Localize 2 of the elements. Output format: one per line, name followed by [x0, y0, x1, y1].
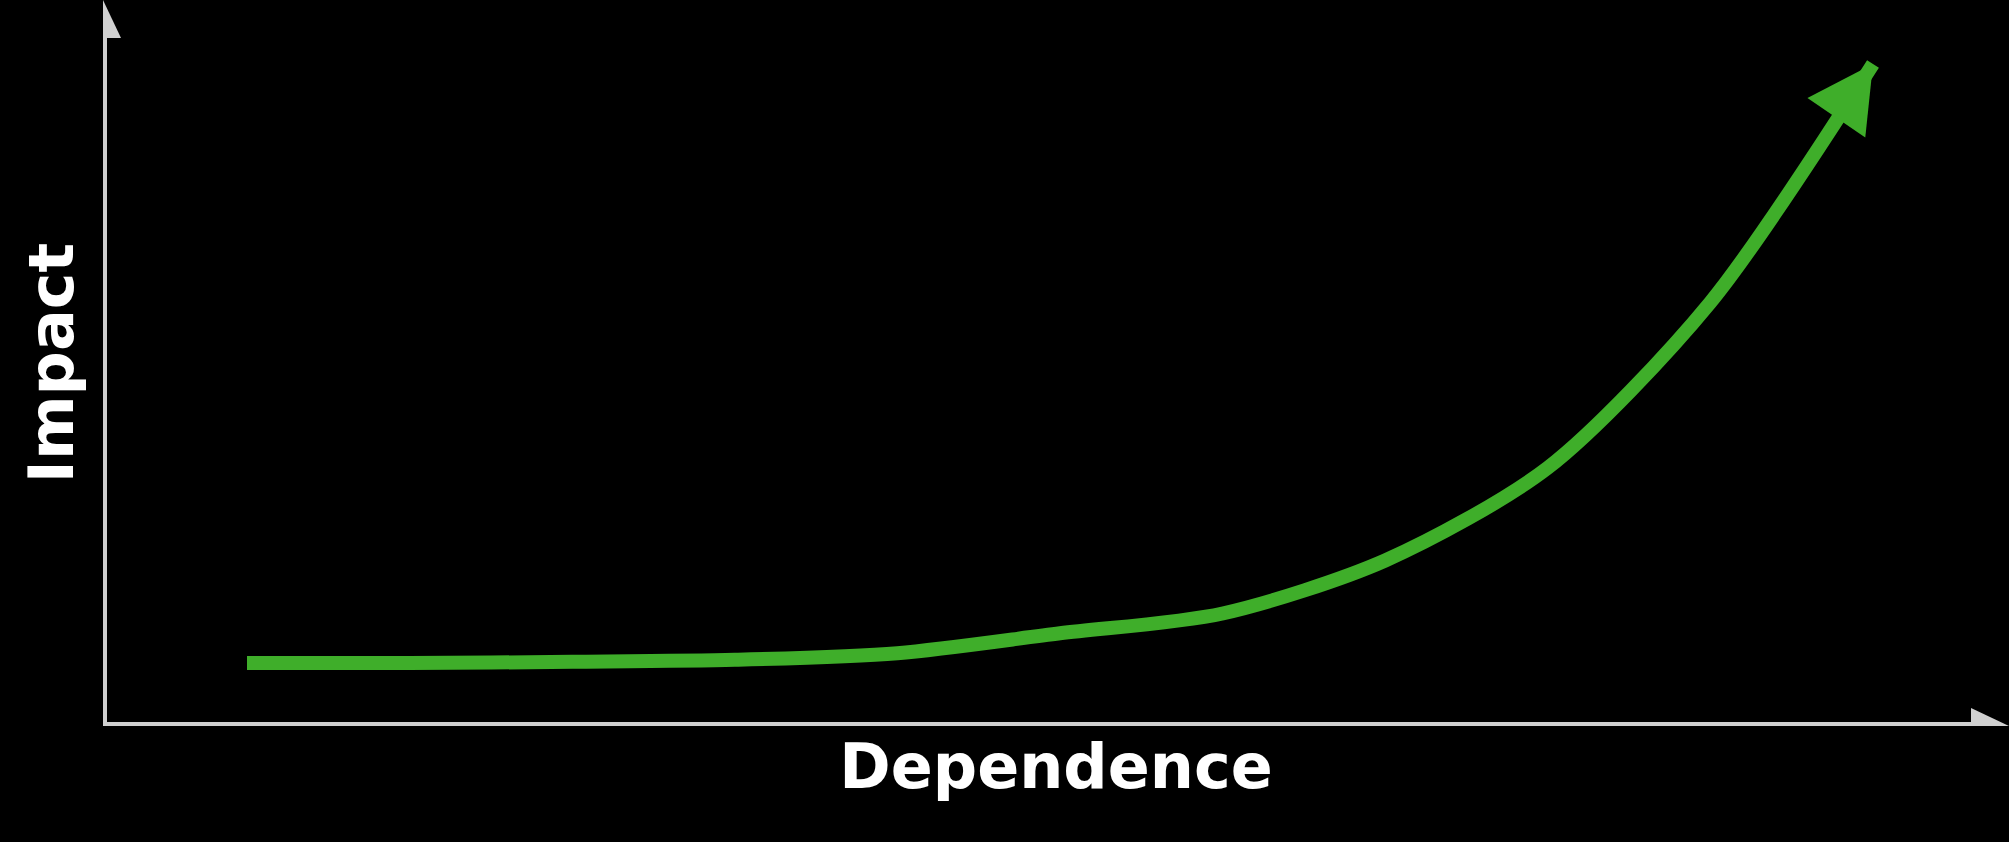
y-axis-title: Impact: [14, 242, 88, 484]
x-axis-title: Dependence: [839, 729, 1273, 803]
